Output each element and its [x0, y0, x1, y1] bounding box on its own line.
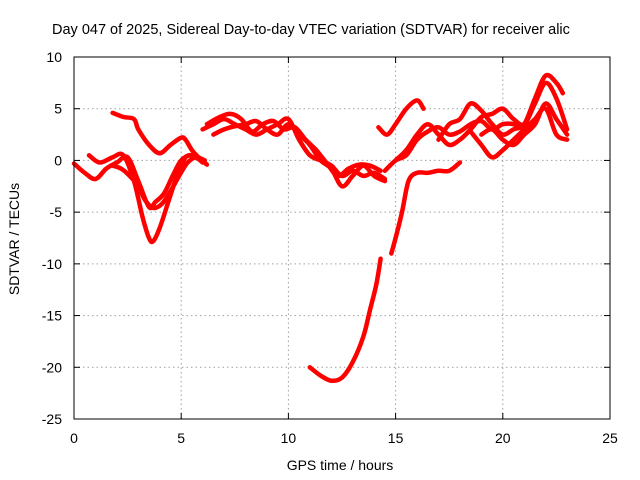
- x-tick-label: 15: [388, 430, 404, 446]
- series-line-track-14: [468, 106, 570, 160]
- series-line-track-15: [479, 101, 570, 148]
- series-line-track-9: [376, 98, 426, 137]
- axis-layer: 0 5 10 15 20 25 10 5 0 -5 -10 -15 -20 -25: [42, 49, 618, 446]
- y-tick-label: -10: [42, 256, 62, 272]
- y-tick-label: -25: [42, 411, 62, 427]
- plot-frame: [73, 56, 611, 420]
- grid-layer: [74, 57, 610, 419]
- series-line-track-11: [382, 118, 527, 174]
- y-tick-label: -15: [42, 308, 62, 324]
- series-line-track-8: [307, 256, 383, 384]
- y-axis-label: SDTVAR / TECUs: [6, 183, 22, 295]
- y-tick-label: -20: [42, 359, 62, 375]
- y-tick-label: 10: [46, 49, 62, 65]
- x-axis-label: GPS time / hours: [287, 457, 394, 473]
- series-line-track-4: [110, 155, 208, 211]
- x-tick-label: 20: [495, 430, 511, 446]
- x-tick-label: 5: [177, 430, 185, 446]
- y-tick-label: -5: [50, 204, 63, 220]
- series-layer: [71, 72, 570, 384]
- series-line-track-10: [389, 160, 463, 256]
- series-line-track-7: [211, 118, 388, 189]
- series-line-track-13: [436, 72, 566, 142]
- series-line-track-3: [110, 110, 210, 167]
- y-tick-label: 5: [54, 101, 62, 117]
- y-tick-label: 0: [54, 152, 62, 168]
- x-tick-label: 0: [70, 430, 78, 446]
- x-tick-label: 25: [602, 430, 618, 446]
- x-tick-label: 10: [281, 430, 297, 446]
- chart-title: Day 047 of 2025, Sidereal Day-to-day VTE…: [52, 22, 570, 38]
